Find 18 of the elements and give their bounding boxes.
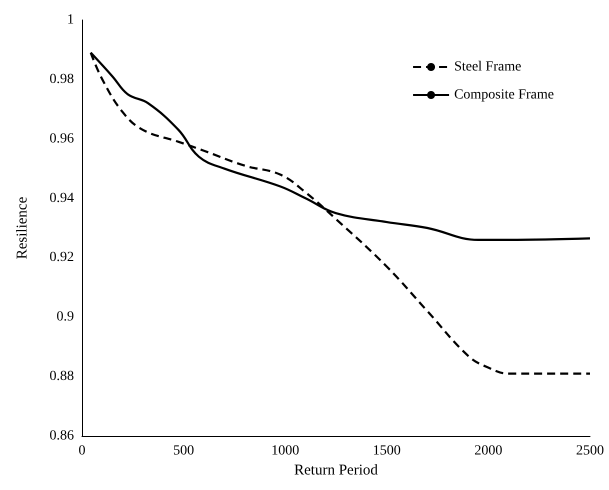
x-tick-label: 500 [173,444,194,458]
legend-label: Steel Frame [454,60,522,74]
y-tick-label: 1 [67,12,74,28]
legend-label: Composite Frame [454,88,554,102]
x-axis-title: Return Period [294,462,378,478]
y-tick-label: 0.96 [50,131,74,146]
y-tick-label: 0.92 [50,250,74,266]
y-tick-label: 0.86 [50,428,74,444]
y-tick-label: 0.9 [56,310,74,325]
y-tick-label: 0.88 [50,369,74,384]
x-tick-label: 0 [78,444,86,458]
y-tick-label: 0.98 [50,72,74,87]
x-tick-label: 1500 [372,444,401,458]
x-tick-label: 2000 [474,444,502,458]
y-axis-title: Resilience [14,196,30,260]
x-tick-label: 2500 [576,444,604,458]
y-tick-label: 0.94 [50,190,74,206]
x-tick-label: 1000 [271,444,300,458]
